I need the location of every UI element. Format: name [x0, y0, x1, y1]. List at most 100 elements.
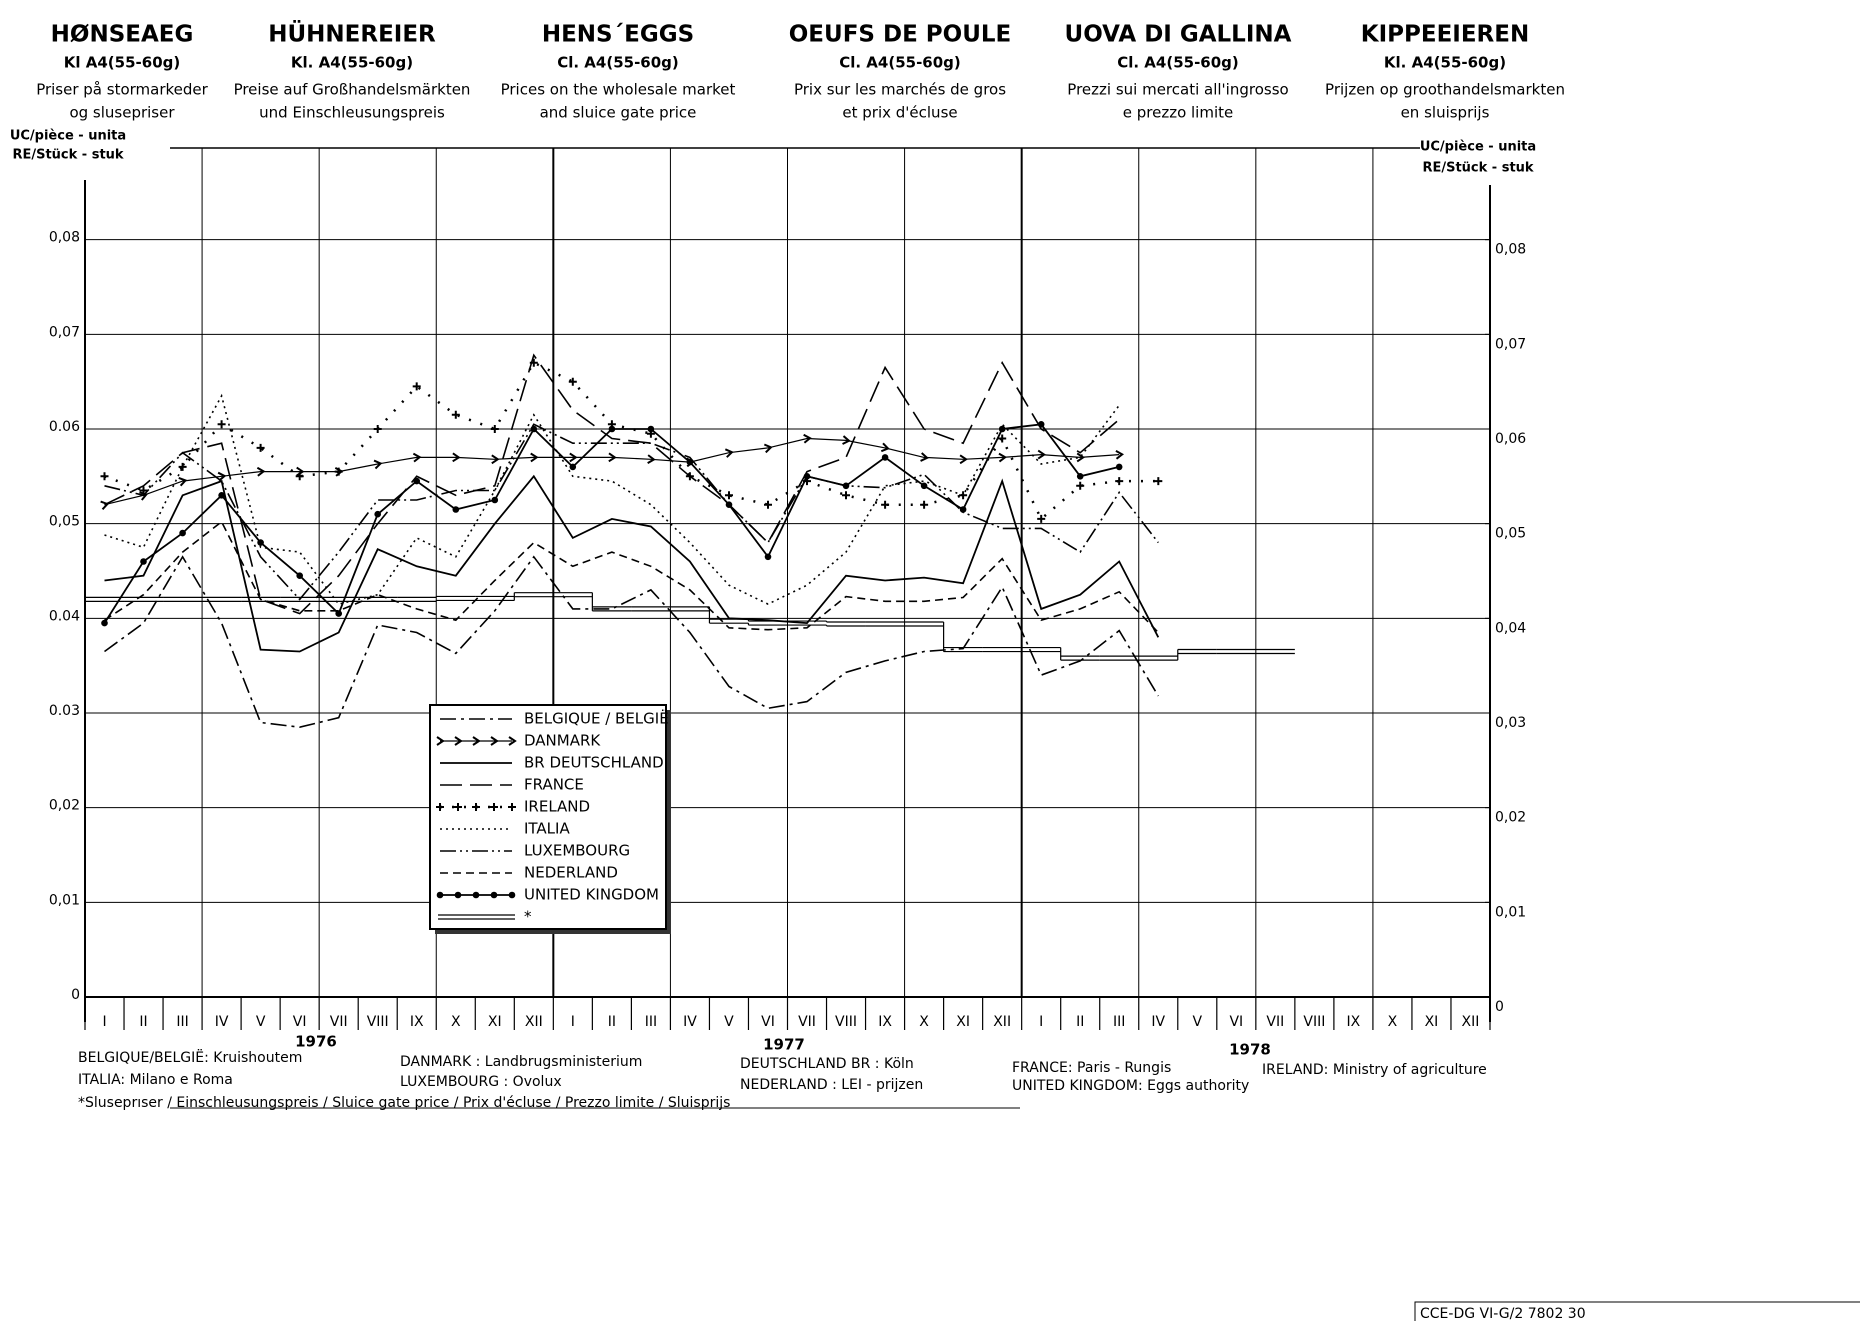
step-segment: [709, 618, 749, 624]
step-segment: [904, 621, 944, 627]
legend-label: DANMARK: [524, 732, 601, 750]
x-tick-label: V: [724, 1014, 734, 1030]
x-tick-label: XI: [1425, 1014, 1439, 1030]
x-tick-label: VI: [1229, 1014, 1243, 1030]
header-description: Prijzen op groothandelsmarkten: [1325, 81, 1565, 99]
step-segment: [436, 595, 476, 602]
y2-tick-label: 0,07: [1495, 336, 1526, 352]
series-line: [104, 520, 1159, 634]
x-tick-label: XI: [956, 1014, 970, 1030]
y2-tick-label: 0,04: [1495, 620, 1526, 636]
x-tick-label: II: [139, 1014, 147, 1030]
y-tick-label: 0.04: [49, 608, 80, 624]
x-tick-label: I: [571, 1014, 575, 1030]
step-segment: [1138, 655, 1178, 661]
step-segment: [1255, 648, 1295, 655]
step-segment: [1216, 648, 1256, 655]
step-segment: [748, 620, 788, 626]
step-segment: [280, 596, 320, 602]
series-line: [101, 421, 1123, 627]
step-segment: [826, 621, 866, 627]
y-tick-label: 0.06: [49, 419, 80, 435]
header-description: und Einschleusungspreis: [259, 104, 445, 122]
y-tick-label: 0,07: [49, 324, 80, 340]
y-axis-label: UC/pièce - unita: [10, 129, 126, 144]
legend-sample: [438, 914, 515, 920]
step-segment: [553, 592, 593, 598]
legend-label: BELGIQUE / BELGIË: [524, 709, 669, 728]
year-label: 1978: [1229, 1041, 1271, 1059]
step-segment: [358, 596, 398, 602]
step-segment: [865, 621, 905, 627]
x-tick-label: VIII: [367, 1014, 389, 1030]
step-segment: [592, 606, 632, 612]
x-tick-label: III: [176, 1014, 188, 1030]
header-title: HÜHNEREIER: [268, 20, 436, 48]
header-description: and sluice gate price: [540, 104, 697, 122]
header-description: en sluisprijs: [1401, 104, 1490, 122]
series-line: [104, 474, 1160, 653]
step-segment: [1177, 648, 1217, 655]
header-description: Priser på stormarkeder: [36, 81, 208, 99]
source-note: BELGIQUE/BELGIË: Kruishoutem: [78, 1048, 302, 1066]
y-axis-label: RE/Stück - stuk: [12, 148, 123, 163]
series-line: [104, 555, 1159, 729]
header-description: Prices on the wholesale market: [501, 81, 736, 99]
source-note: DANMARK : Landbrugsministerium: [400, 1054, 642, 1070]
legend-label: IRELAND: [524, 798, 590, 816]
y2-axis-label: UC/pièce - unita: [1420, 140, 1536, 155]
y-tick-label: 0: [71, 987, 80, 1003]
x-tick-label: III: [1113, 1014, 1125, 1030]
header-subtitle: Kl A4(55-60g): [64, 54, 180, 72]
legend-label: UNITED KINGDOM: [524, 886, 659, 904]
step-segment: [319, 596, 359, 602]
x-tick-label: X: [1388, 1014, 1398, 1030]
x-tick-label: III: [645, 1014, 657, 1030]
legend-label: ITALIA: [524, 820, 570, 838]
x-tick-label: I: [1039, 1014, 1043, 1030]
header-title: KIPPEEIEREN: [1361, 22, 1529, 48]
code: CCE-DG VI-G/2 7802 30: [1420, 1306, 1586, 1321]
x-tick-label: V: [256, 1014, 266, 1030]
x-tick-label: II: [608, 1014, 616, 1030]
x-tick-label: X: [919, 1014, 929, 1030]
y2-tick-label: 0,05: [1495, 526, 1526, 542]
x-tick-label: VII: [330, 1014, 348, 1030]
step-segment: [943, 646, 983, 653]
header-description: et prix d'écluse: [842, 104, 957, 122]
step-segment: [163, 596, 203, 602]
x-tick-label: XII: [1462, 1014, 1480, 1030]
source-note: IRELAND: Ministry of agriculture: [1262, 1062, 1487, 1078]
step-segment: [982, 646, 1022, 653]
header-subtitle: Cl. A4(55-60g): [839, 54, 961, 72]
x-tick-label: I: [102, 1014, 106, 1030]
y2-tick-label: 0,06: [1495, 431, 1526, 447]
code-box: [1414, 1301, 1860, 1321]
header-title: HØNSEAEG: [51, 22, 194, 48]
x-tick-label: IV: [215, 1014, 229, 1030]
header-subtitle: Cl. A4(55-60g): [1117, 54, 1239, 72]
step-segment: [514, 592, 554, 598]
header-title: UOVA DI GALLINA: [1065, 22, 1292, 48]
source-note: NEDERLAND : LEI - prijzen: [740, 1077, 923, 1093]
step-segment: [85, 596, 125, 602]
header-description: e prezzo limite: [1123, 104, 1234, 122]
source-note: ITALIA: Milano e Roma: [78, 1072, 233, 1088]
year-label: 1976: [295, 1033, 337, 1051]
y-tick-label: 0,05: [49, 514, 80, 530]
header-title: OEUFS DE POULE: [789, 22, 1012, 48]
y-tick-label: 0,01: [49, 892, 80, 908]
step-segment: [1099, 655, 1139, 661]
header-description: Prezzi sui mercati all'ingrosso: [1067, 81, 1288, 99]
x-tick-label: II: [1076, 1014, 1084, 1030]
x-tick-label: VIII: [835, 1014, 857, 1030]
step-segment: [631, 606, 671, 612]
step-segment: [397, 596, 437, 602]
y-tick-label: 0,02: [49, 798, 80, 814]
step-segment: [202, 596, 242, 602]
header-subtitle: Kl. A4(55-60g): [1384, 54, 1506, 72]
y2-tick-label: 0: [1495, 999, 1504, 1015]
y2-axis-label: RE/Stück - stuk: [1422, 161, 1533, 176]
y2-tick-label: 0,02: [1495, 810, 1526, 826]
